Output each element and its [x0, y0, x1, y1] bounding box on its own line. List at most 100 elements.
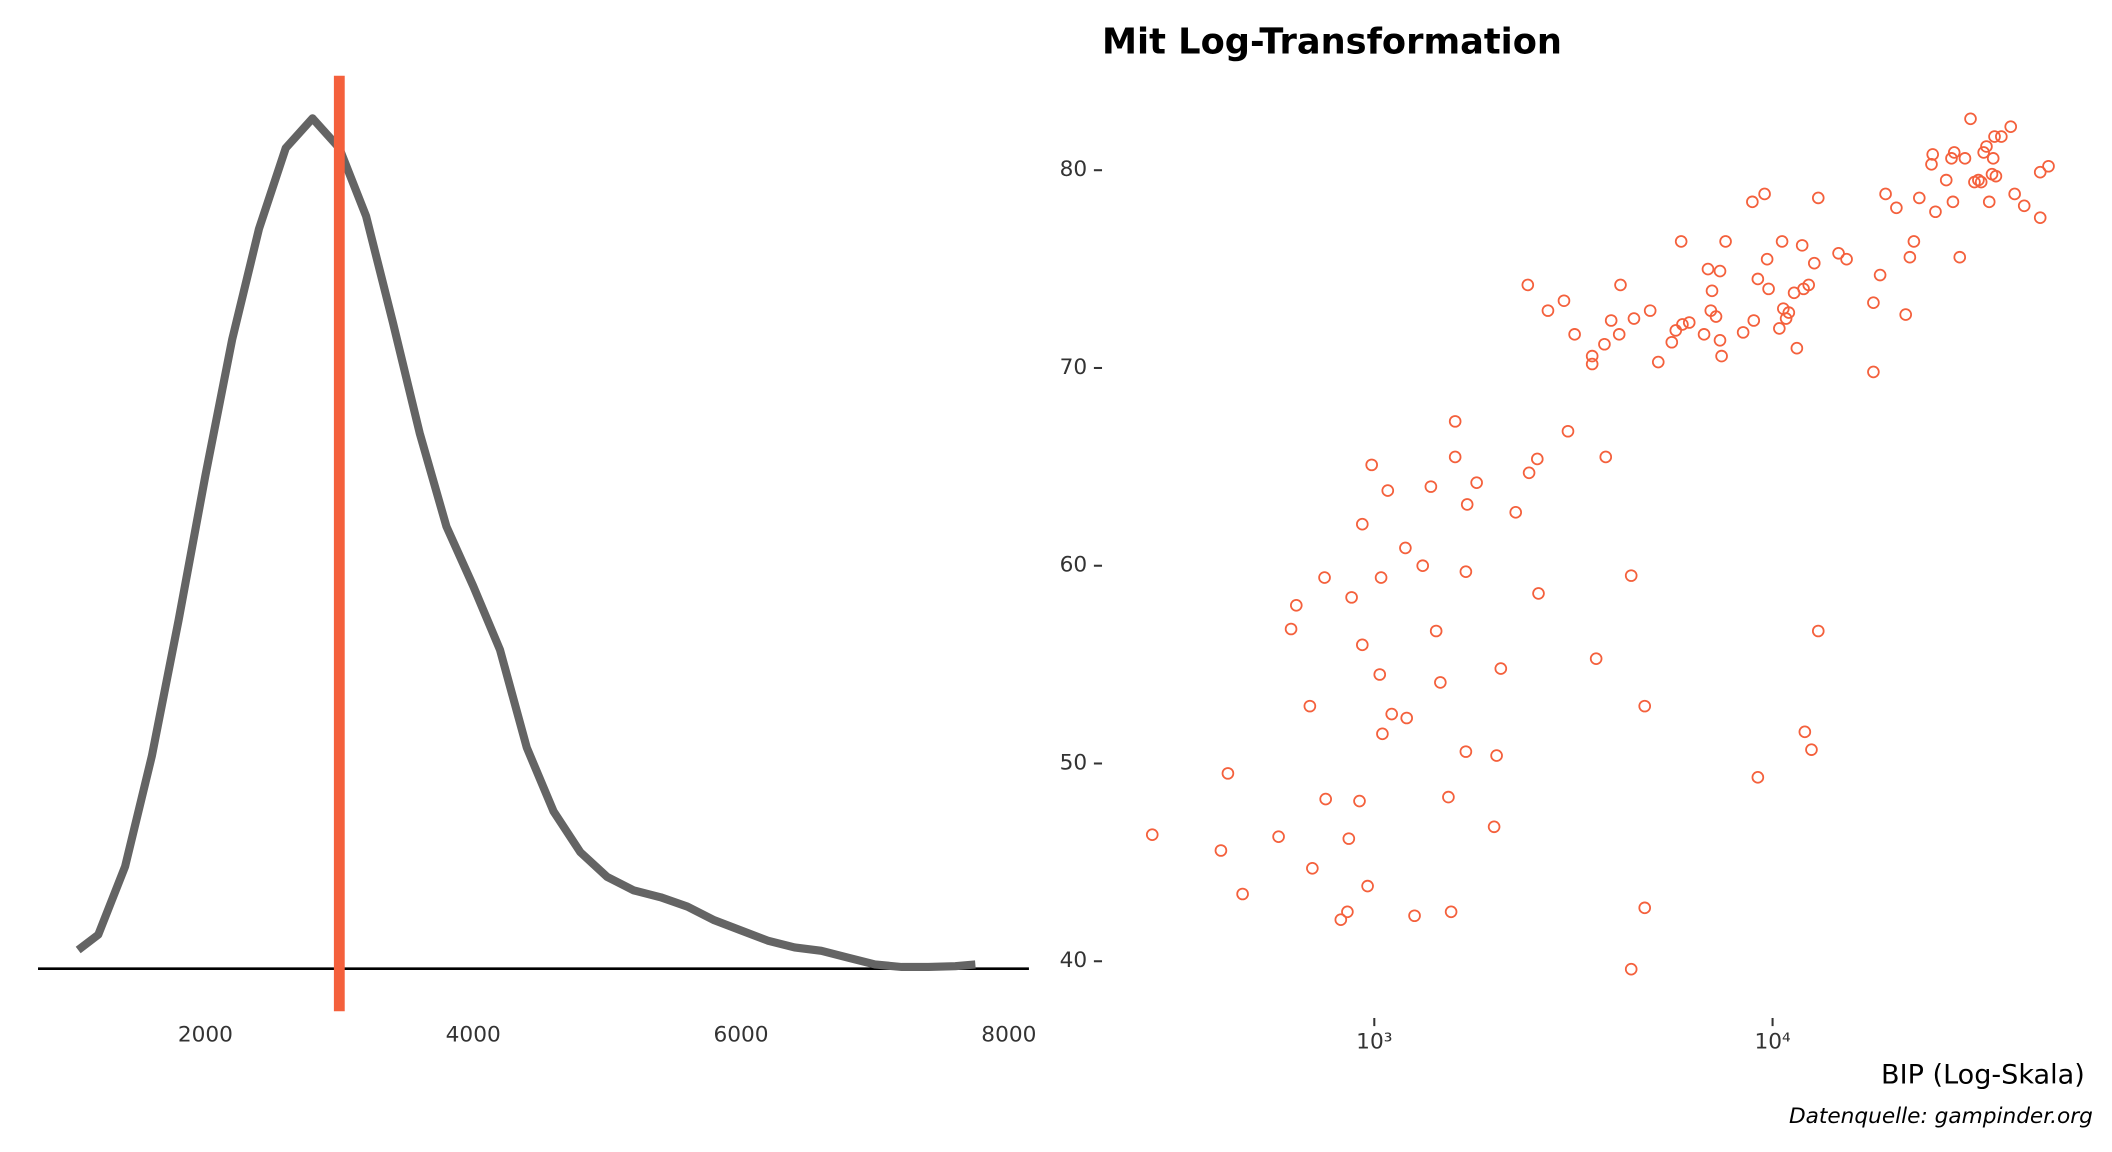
point: [1373, 668, 1387, 681]
point: [1986, 152, 2000, 165]
point: [1669, 324, 1683, 337]
point: [1873, 268, 1887, 282]
point: [1429, 624, 1443, 638]
point: [1964, 112, 1977, 126]
point: [1811, 624, 1825, 638]
point: [1665, 335, 1679, 349]
point: [1624, 569, 1638, 582]
point: [1913, 191, 1926, 205]
point: [1958, 152, 1972, 165]
point: [1638, 901, 1652, 915]
point: [1929, 205, 1942, 219]
point: [1306, 862, 1319, 875]
point: [1775, 235, 1789, 248]
x-tick-label: 4000: [446, 1023, 501, 1048]
point: [1365, 458, 1378, 472]
point: [1599, 450, 1613, 464]
point: [1289, 598, 1303, 612]
point: [1459, 745, 1473, 758]
point: [1899, 308, 1912, 321]
point: [1840, 252, 1853, 266]
point: [1751, 272, 1765, 286]
point: [1612, 328, 1626, 341]
point: [1807, 256, 1821, 270]
point: [2017, 199, 2031, 213]
point: [1434, 676, 1447, 689]
point: [1460, 498, 1474, 511]
point: [1214, 844, 1228, 857]
point: [1638, 699, 1652, 713]
point: [1604, 314, 1618, 327]
point: [1713, 333, 1727, 347]
point: [1982, 195, 1996, 209]
point: [1557, 294, 1571, 308]
point: [1522, 466, 1536, 480]
point: [1953, 250, 1967, 264]
point: [1494, 662, 1508, 675]
point: [1989, 169, 2003, 183]
point: [1531, 452, 1544, 466]
chart-title: Mit Log-Transformation: [1102, 21, 1562, 62]
y-tick-label: 70: [1060, 355, 1088, 380]
point: [1318, 571, 1331, 584]
point: [1627, 312, 1641, 325]
point: [1541, 304, 1555, 317]
point: [1221, 767, 1235, 780]
y-tick-label: 50: [1060, 750, 1088, 775]
point: [2033, 211, 2047, 224]
point: [1521, 278, 1535, 292]
point: [1697, 328, 1711, 341]
point: [1448, 415, 1462, 428]
x-tick-label: 10⁴: [1754, 1029, 1790, 1054]
point: [1715, 349, 1728, 363]
point: [1385, 707, 1399, 721]
point: [1939, 173, 1953, 187]
point: [1795, 239, 1809, 252]
caption: Datenquelle: gampinder.org: [1789, 1104, 2093, 1129]
point: [1236, 887, 1249, 901]
point: [1509, 506, 1523, 519]
point: [1416, 559, 1430, 573]
x-tick-label: 10³: [1356, 1029, 1392, 1054]
point: [1713, 264, 1727, 278]
point: [1424, 480, 1438, 493]
point: [1760, 252, 1774, 266]
point: [1832, 246, 1845, 260]
point: [1995, 130, 2008, 143]
x-tick-label: 8000: [981, 1023, 1036, 1048]
point: [2042, 159, 2055, 173]
point: [1442, 790, 1455, 804]
point: [1361, 879, 1374, 893]
point: [1705, 284, 1719, 298]
density-line: [75, 114, 976, 972]
point: [1719, 235, 1732, 248]
x-tick-label: 6000: [713, 1023, 768, 1048]
point: [1682, 316, 1696, 329]
point: [2033, 165, 2047, 179]
point: [1890, 201, 1903, 215]
point: [1643, 304, 1657, 317]
point: [1802, 278, 1815, 292]
point: [1459, 565, 1473, 578]
point: [1736, 326, 1750, 339]
point: [1408, 909, 1421, 923]
point: [1376, 727, 1389, 741]
x-axis-label: BIP (Log-Skala): [1881, 1060, 2085, 1091]
point: [1470, 476, 1483, 489]
point: [1532, 587, 1545, 600]
point: [1145, 828, 1159, 841]
point: [1624, 962, 1638, 976]
point: [1561, 424, 1575, 438]
point: [1490, 749, 1503, 762]
point: [1356, 517, 1369, 531]
point: [1907, 235, 1921, 248]
point: [1946, 195, 1960, 209]
point: [1751, 771, 1765, 784]
point: [1319, 792, 1332, 806]
point: [1811, 191, 1825, 205]
point: [1356, 638, 1369, 652]
point: [1487, 820, 1501, 834]
point: [1746, 195, 1759, 209]
